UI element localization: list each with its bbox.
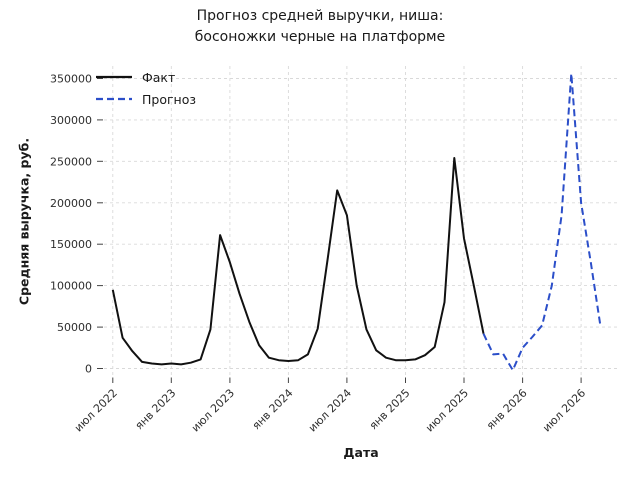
fact-line	[111, 157, 485, 366]
gridlines	[104, 66, 617, 378]
x-tick-label: июл 2025	[423, 386, 471, 434]
y-axis-label: Средняя выручка, руб.	[16, 137, 32, 306]
y-tick-label: 300000	[50, 114, 92, 127]
tick-marks	[97, 78, 582, 383]
legend: Факт Прогноз	[96, 66, 196, 110]
y-tick-label: 250000	[50, 155, 92, 168]
legend-item-fact: Факт	[96, 66, 196, 88]
y-tick-label: 350000	[50, 73, 92, 86]
y-tick-label: 100000	[50, 280, 92, 293]
legend-label-forecast: Прогноз	[142, 91, 197, 107]
x-tick-label: янв 2023	[133, 386, 179, 432]
y-tick-label: 50000	[57, 321, 92, 334]
chart-title: Прогноз средней выручки, ниша: босоножки…	[0, 6, 640, 48]
legend-item-forecast: Прогноз	[96, 88, 196, 110]
y-tick-label: 0	[85, 363, 92, 376]
x-tick-label: янв 2024	[250, 386, 296, 432]
x-tick-label: янв 2025	[367, 386, 413, 432]
chart-title-line2: босоножки черные на платформе	[194, 29, 446, 45]
y-tick-label: 200000	[50, 197, 92, 210]
x-tick-labels: июл 2022 янв 2023 июл 2023 янв 2024 июл 2024…	[72, 386, 588, 434]
x-tick-label: янв 2026	[484, 386, 530, 432]
fact-line-sample-icon	[96, 75, 132, 79]
legend-label-fact: Факт	[142, 69, 176, 85]
x-tick-label: июл 2024	[306, 386, 354, 434]
y-tick-labels: 0 50000 100000 150000 200000 250000 300000 3500…	[50, 73, 92, 376]
chart-title-line1: Прогноз средней выручки, ниша:	[196, 8, 444, 24]
x-tick-label: июл 2022	[72, 386, 120, 434]
x-axis-label: Дата	[343, 445, 379, 460]
x-tick-label: июл 2026	[540, 386, 588, 434]
x-tick-label: июл 2023	[189, 386, 237, 434]
y-tick-label: 150000	[50, 238, 92, 251]
forecast-line	[482, 72, 602, 372]
forecast-line-sample-icon	[96, 97, 132, 101]
